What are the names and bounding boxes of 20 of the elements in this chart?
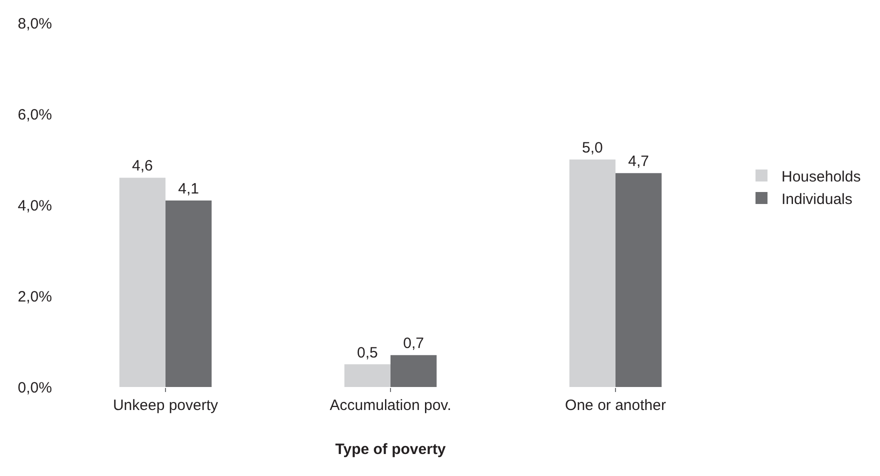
- y-tick-label: 8,0%: [18, 15, 52, 32]
- bar: [119, 178, 166, 387]
- bar: [344, 364, 390, 387]
- data-label: 0,5: [357, 344, 378, 362]
- y-tick-label: 2,0%: [18, 288, 52, 306]
- x-tick-label: One or another: [565, 397, 666, 414]
- y-tick-label: 4,0%: [18, 197, 52, 214]
- x-tick-label: Accumulation pov.: [330, 397, 452, 414]
- x-tick-label: Unkeep poverty: [112, 397, 219, 414]
- data-label: 4,7: [628, 153, 649, 170]
- legend-label: Individuals: [782, 190, 852, 208]
- data-label: 4,1: [178, 180, 199, 198]
- data-label: 4,6: [132, 158, 153, 175]
- y-tick-label: 6,0%: [18, 106, 52, 124]
- x-axis-title: Type of poverty: [335, 441, 446, 458]
- legend-label: Households: [782, 168, 861, 186]
- bar: [569, 160, 616, 387]
- data-label: 5,0: [582, 140, 603, 156]
- y-tick-label: 0,0%: [18, 379, 52, 396]
- data-label: 0,7: [403, 335, 424, 352]
